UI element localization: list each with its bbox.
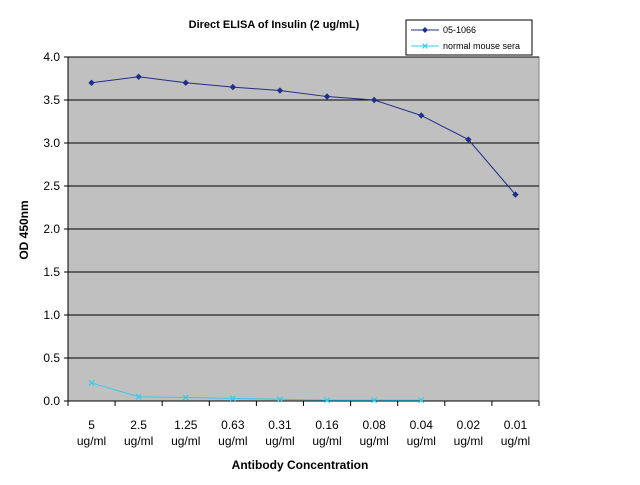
x-tick-label-unit: ug/ml [124, 434, 153, 448]
series-line [91, 76, 516, 195]
data-point [323, 93, 331, 100]
x-tick-label-unit: ug/ml [407, 434, 436, 448]
legend-box [405, 19, 533, 56]
x-tick-label-unit: ug/ml [218, 434, 247, 448]
data-point [276, 87, 284, 94]
axes: 0.0 0.5 1.0 1.5 2.0 2.5 3.0 3.5 4.0 5 ug/ml 2.5 ug/m… [43, 50, 540, 448]
x-tick-label: 0.02 [457, 418, 481, 432]
data-point [324, 397, 331, 404]
legend-marker [422, 27, 428, 33]
x-tick-label-unit: ug/ml [454, 434, 483, 448]
gridlines [68, 56, 539, 359]
series-layer [88, 73, 519, 404]
data-point [276, 396, 283, 403]
legend-label: 05-1066 [443, 25, 476, 35]
data-point [229, 395, 236, 402]
y-axis-title: OD 450nm [17, 200, 31, 259]
x-tick-label: 0.08 [362, 418, 386, 432]
x-tick-label-unit: ug/ml [77, 434, 106, 448]
x-tick-label: 0.04 [410, 418, 434, 432]
y-tick-label: 0.5 [43, 351, 60, 365]
legend: 05-1066 normal mouse sera [405, 19, 533, 56]
y-tick-label: 1.0 [43, 308, 60, 322]
x-tick-label: 5 [88, 418, 95, 432]
y-tick-label: 2.0 [43, 222, 60, 236]
x-tick-label-unit: ug/ml [265, 434, 294, 448]
chart-title: Direct ELISA of Insulin (2 ug/mL) [189, 19, 360, 31]
y-tick-label: 0.0 [43, 394, 60, 408]
x-tick-label: 1.25 [174, 418, 198, 432]
data-point [229, 83, 237, 91]
data-point [182, 394, 189, 401]
legend-marker [422, 43, 428, 49]
series-line [91, 382, 422, 401]
data-point [418, 112, 425, 119]
data-point [512, 191, 519, 198]
x-tick-label: 0.31 [268, 418, 292, 432]
y-tick-label: 3.0 [43, 136, 60, 150]
series-05-1066 [88, 73, 519, 198]
data-point [418, 397, 425, 404]
x-tick-label: 2.5 [130, 418, 147, 432]
x-tick-label-unit: ug/ml [501, 434, 530, 448]
series-normal-mouse-sera [88, 379, 425, 404]
x-tick-label: 0.01 [504, 418, 528, 432]
y-tick-label: 3.5 [43, 93, 60, 107]
x-tick-label: 0.63 [221, 418, 245, 432]
x-tick-label-unit: ug/ml [312, 434, 341, 448]
y-tick-label: 4.0 [43, 50, 60, 64]
data-point [135, 393, 142, 400]
y-tick-label: 2.5 [43, 179, 60, 193]
y-tick-label: 1.5 [43, 265, 60, 279]
data-point [465, 136, 472, 143]
data-point [371, 397, 378, 404]
legend-label: normal mouse sera [443, 41, 520, 51]
data-point [370, 96, 378, 104]
x-axis-title: Antibody Concentration [232, 458, 369, 472]
data-point [88, 79, 95, 86]
x-tick-label: 0.16 [315, 418, 339, 432]
x-tick-label-unit: ug/ml [359, 434, 388, 448]
data-point [135, 73, 142, 80]
data-point [182, 79, 189, 86]
x-tick-label-unit: ug/ml [171, 434, 200, 448]
data-point [88, 379, 95, 386]
